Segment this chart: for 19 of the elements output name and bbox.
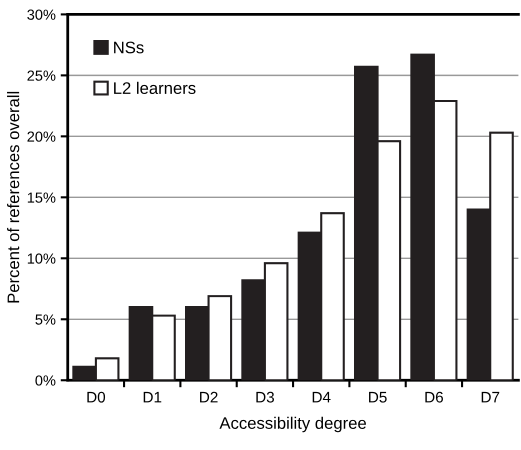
- y-tick-label: 25%: [27, 70, 56, 81]
- x-axis-title: Accessibility degree: [219, 416, 366, 432]
- y-tick-label: 15%: [28, 192, 56, 203]
- x-tick-label: D3: [256, 392, 274, 403]
- y-tick-label: 30%: [27, 10, 56, 20]
- legend-label: L2 learners: [114, 82, 196, 94]
- y-tick-label: 20%: [27, 131, 56, 142]
- legend-label: NSs: [114, 42, 144, 54]
- x-tick-label: D7: [482, 392, 500, 402]
- x-tick-label: D6: [425, 392, 443, 403]
- y-tick-label: 10%: [28, 253, 56, 264]
- y-tick-label: 5%: [35, 314, 56, 325]
- x-tick-label: D0: [87, 392, 106, 403]
- x-tick-label: D1: [144, 392, 162, 402]
- y-axis-title: Percent of references overall: [7, 92, 20, 302]
- x-tick-label: D2: [200, 392, 218, 402]
- x-tick-label: D4: [312, 392, 331, 402]
- x-tick-label: D5: [369, 392, 387, 403]
- y-tick-label: 0%: [35, 375, 56, 386]
